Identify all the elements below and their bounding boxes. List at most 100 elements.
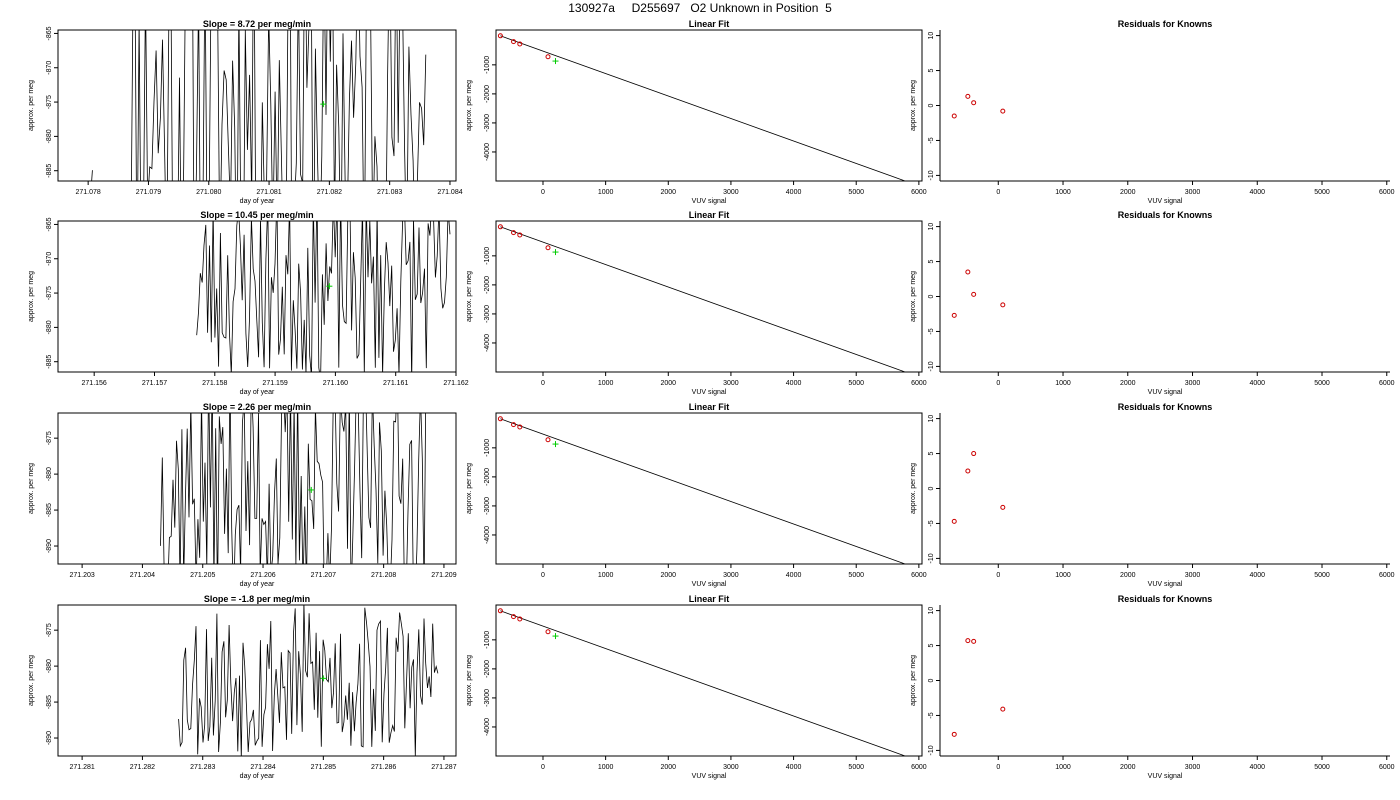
- y-tick-label: -870: [46, 252, 53, 266]
- x-tick-label: 271.281: [69, 764, 94, 771]
- plot-frame: [57, 29, 457, 182]
- x-tick-label: 6000: [911, 380, 927, 387]
- y-axis-label: approx. per meg: [910, 271, 917, 322]
- y-tick-label: -5: [928, 712, 935, 718]
- known-point: [511, 422, 517, 428]
- y-tick-label: -1000: [484, 247, 491, 265]
- y-axis-label: approx. per meg: [466, 463, 473, 514]
- y-axis-label: approx. per meg: [910, 80, 917, 131]
- known-point: [545, 629, 551, 635]
- x-axis-label: VUV signal: [692, 198, 727, 205]
- y-axis-label: approx. per meg: [466, 271, 473, 322]
- x-tick-label: 271.081: [256, 189, 281, 196]
- panel-title: Residuals for Knowns: [1118, 19, 1213, 29]
- known-point: [951, 731, 957, 737]
- y-tick-label: 10: [928, 415, 935, 423]
- x-tick-label: 4000: [786, 189, 802, 196]
- x-axis-label: VUV signal: [1148, 389, 1183, 396]
- panel-timeseries-row-1: Slope = 10.45 per meg/min 271.156 271.157 2…: [28, 210, 469, 396]
- panel-title: Linear Fit: [689, 19, 730, 29]
- x-tick-label: 2000: [1120, 572, 1136, 579]
- x-tick-label: 271.160: [323, 380, 348, 387]
- plot-data: [497, 33, 906, 181]
- x-tick-label: 271.205: [190, 572, 215, 579]
- y-tick-label: 10: [928, 32, 935, 40]
- x-tick-label: 2000: [1120, 189, 1136, 196]
- x-tick-label: 3000: [723, 572, 739, 579]
- y-tick-label: 5: [928, 259, 935, 263]
- known-point: [951, 113, 957, 119]
- panel-fit-row-3: Linear Fit 0 1000 2000 3000 4000 5000 6000 -1000…: [466, 594, 927, 780]
- known-point: [511, 39, 517, 45]
- x-tick-label: 1000: [1055, 189, 1071, 196]
- y-tick-label: 0: [928, 486, 935, 490]
- x-tick-label: 271.158: [202, 380, 227, 387]
- x-tick-label: 6000: [911, 764, 927, 771]
- y-tick-label: -885: [46, 355, 53, 369]
- y-axis-label: approx. per meg: [910, 463, 917, 514]
- y-tick-label: -4000: [484, 718, 491, 736]
- x-tick-label: 3000: [723, 189, 739, 196]
- y-tick-label: -870: [46, 61, 53, 75]
- y-tick-label: -10: [928, 553, 935, 563]
- known-point: [965, 93, 971, 99]
- y-axis-label: approx. per meg: [28, 80, 35, 131]
- plot-data: [497, 224, 906, 372]
- x-tick-label: 2000: [660, 764, 676, 771]
- x-tick-label: 271.162: [443, 380, 468, 387]
- x-tick-label: 1000: [598, 764, 614, 771]
- y-axis-label: approx. per meg: [466, 80, 473, 131]
- x-tick-label: 5000: [1314, 380, 1330, 387]
- plot-frame: [57, 412, 457, 565]
- known-point: [517, 424, 523, 430]
- panel-timeseries-row-3: Slope = -1.8 per meg/min 271.281 271.282 27…: [28, 594, 457, 780]
- panel-title: Slope = -1.8 per meg/min: [204, 594, 310, 604]
- x-tick-label: 0: [541, 572, 545, 579]
- y-tick-label: 0: [928, 678, 935, 682]
- x-tick-label: 0: [996, 189, 1000, 196]
- x-tick-label: 2000: [1120, 380, 1136, 387]
- plot-frame: [57, 220, 457, 373]
- y-tick-label: 5: [928, 68, 935, 72]
- plot-data: [951, 638, 1006, 737]
- x-tick-label: 4000: [1249, 380, 1265, 387]
- y-axis-label: approx. per meg: [28, 271, 35, 322]
- panel-title: Slope = 10.45 per meg/min: [200, 210, 313, 220]
- y-tick-label: -2000: [484, 85, 491, 103]
- x-tick-label: 2000: [660, 380, 676, 387]
- x-axis-label: VUV signal: [692, 773, 727, 780]
- y-tick-label: -5: [928, 137, 935, 143]
- y-tick-label: 10: [928, 607, 935, 615]
- y-tick-label: -885: [46, 503, 53, 517]
- plot-data: [91, 30, 427, 181]
- panel-fit-row-0: Linear Fit 0 1000 2000 3000 4000 5000 6000 -1000…: [466, 19, 927, 205]
- known-point: [951, 518, 957, 524]
- y-tick-label: -880: [46, 467, 53, 481]
- known-point: [497, 224, 503, 230]
- x-tick-label: 271.079: [136, 189, 161, 196]
- x-tick-label: 6000: [1379, 380, 1395, 387]
- plot-data: [196, 221, 451, 372]
- x-tick-label: 4000: [1249, 572, 1265, 579]
- panel-fit-row-1: Linear Fit 0 1000 2000 3000 4000 5000 6000 -1000…: [466, 210, 927, 396]
- panel-title: Slope = 2.26 per meg/min: [203, 402, 311, 412]
- y-tick-label: -3000: [484, 497, 491, 515]
- x-tick-label: 271.209: [431, 572, 456, 579]
- x-tick-label: 1000: [1055, 380, 1071, 387]
- x-axis-label: VUV signal: [1148, 198, 1183, 205]
- x-tick-label: 271.203: [69, 572, 94, 579]
- plot-data: [178, 605, 439, 756]
- x-tick-label: 271.080: [196, 189, 221, 196]
- x-axis-label: VUV signal: [692, 389, 727, 396]
- x-axis-label: day of year: [240, 773, 275, 780]
- known-point: [965, 269, 971, 275]
- x-tick-label: 271.208: [371, 572, 396, 579]
- x-axis-label: day of year: [240, 198, 275, 205]
- fit-line: [500, 418, 906, 564]
- fit-line: [500, 610, 906, 756]
- known-point: [951, 312, 957, 318]
- x-tick-label: 271.084: [437, 189, 462, 196]
- x-tick-label: 271.283: [190, 764, 215, 771]
- y-tick-label: -2000: [484, 276, 491, 294]
